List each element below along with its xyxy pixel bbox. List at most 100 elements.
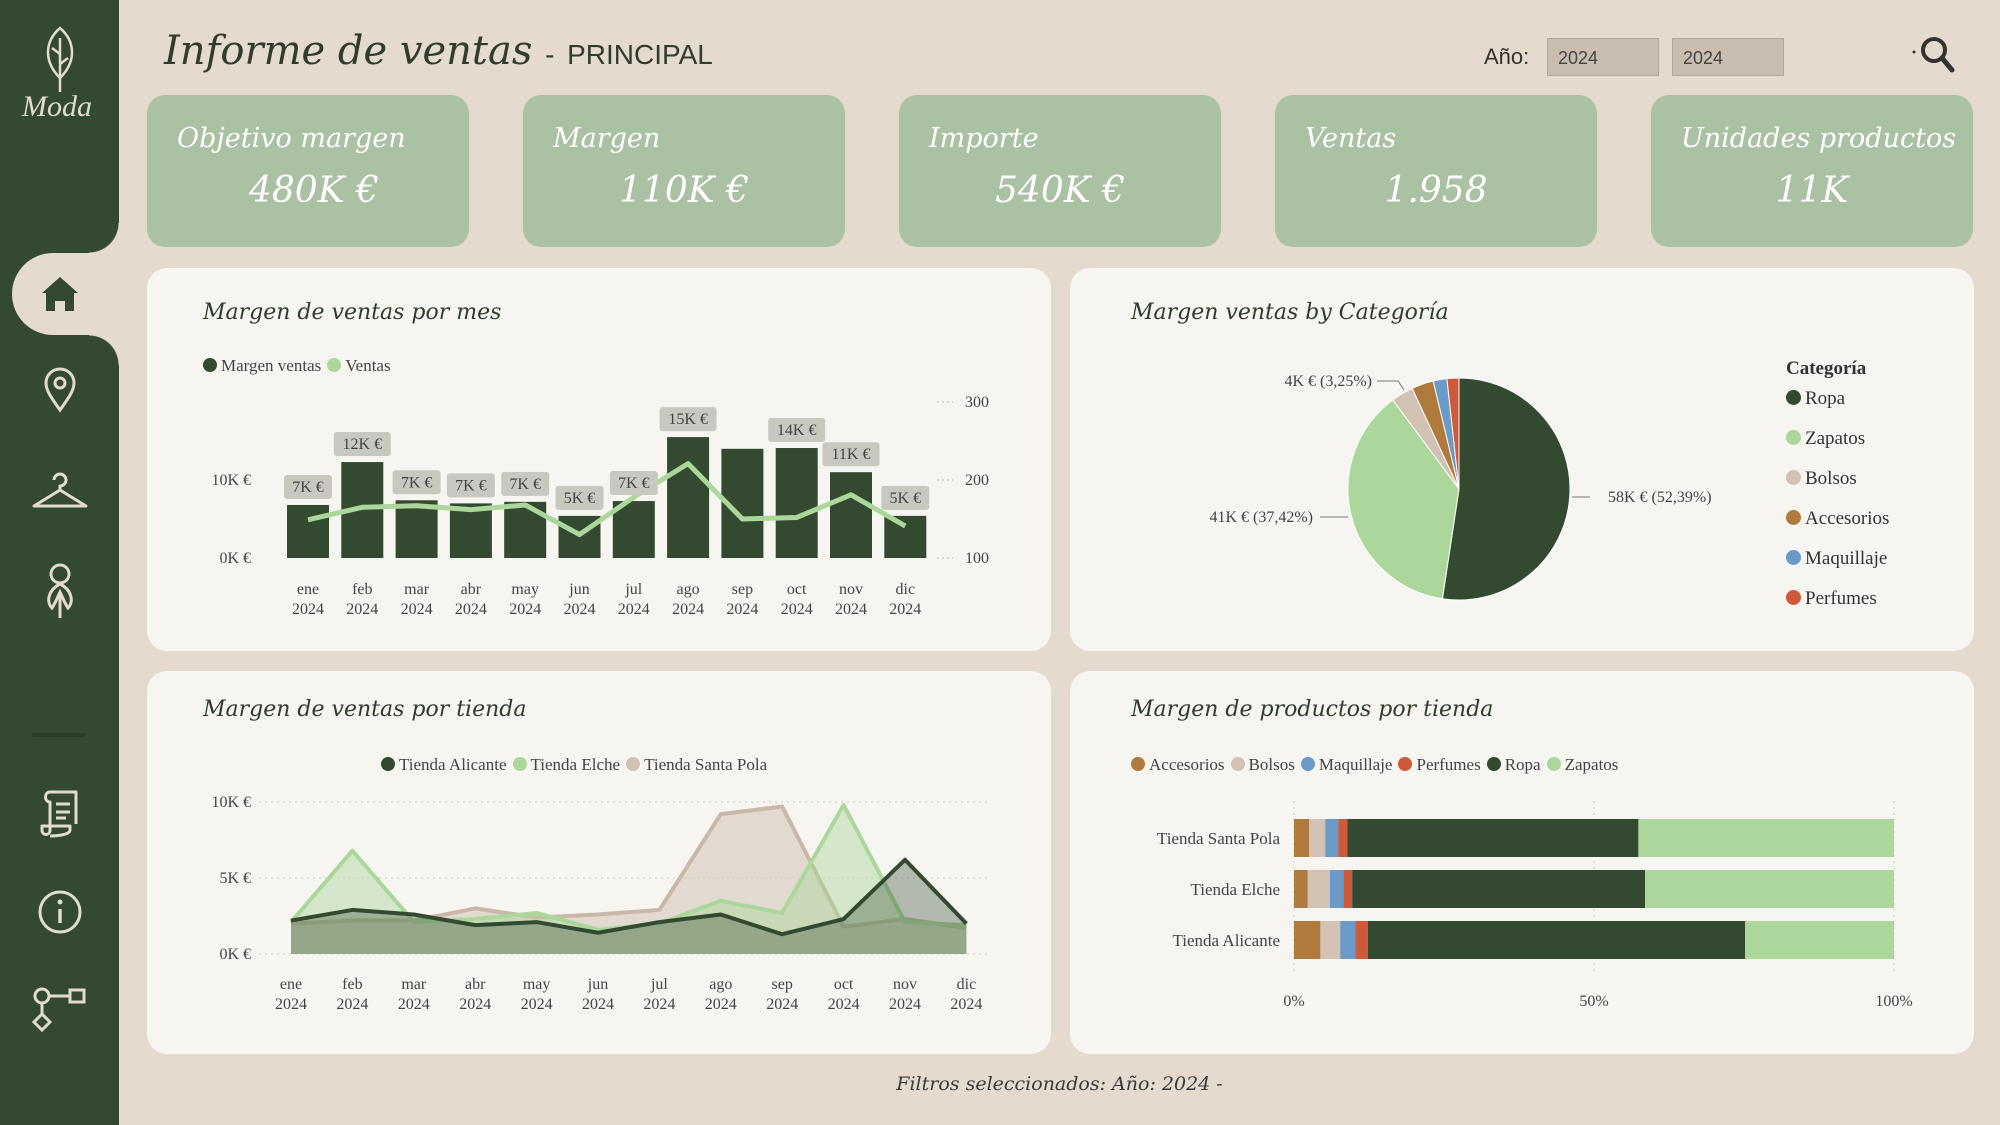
- legend-label: Ventas: [345, 356, 391, 375]
- nav-customers[interactable]: [28, 560, 92, 624]
- nav-model[interactable]: [28, 976, 92, 1040]
- nav-info[interactable]: [28, 880, 92, 944]
- legend-item-ropa[interactable]: Ropa: [1486, 755, 1541, 775]
- x-tick-label: jul: [650, 976, 668, 993]
- x-tick-label: 50%: [1579, 993, 1608, 1010]
- legend-item-maquillaje[interactable]: Maquillaje: [1300, 755, 1393, 775]
- x-tick-label: 2024: [672, 601, 704, 618]
- panel-title: Margen de ventas por mes: [203, 300, 502, 325]
- legend-item-bolsos[interactable]: Bolsos: [1230, 755, 1295, 775]
- logo-text: Moda: [21, 90, 92, 123]
- legend-item-ropa[interactable]: Ropa: [1786, 388, 1889, 428]
- nav-home[interactable]: [28, 262, 92, 326]
- x-tick-label: 2024: [766, 996, 798, 1013]
- chart-category-pie: 58K € (52,39%) 41K € (37,42%) 4K € (3,25%): [1209, 373, 1712, 601]
- x-tick-label: oct: [834, 976, 854, 993]
- sidebar-divider: [32, 733, 86, 737]
- data-label-bg: [501, 471, 550, 496]
- x-tick-label: sep: [732, 581, 753, 598]
- area-series: [291, 805, 967, 954]
- legend-item-perfumes[interactable]: Perfumes: [1786, 588, 1889, 628]
- legend-item-zapatos[interactable]: Zapatos: [1546, 755, 1618, 775]
- year-from-input[interactable]: 2024: [1547, 38, 1659, 76]
- pie-slice: [1441, 377, 1571, 601]
- data-label: 14K €: [777, 422, 817, 439]
- search-button[interactable]: [1906, 30, 1956, 80]
- kpi-label: Objetivo margen: [177, 123, 406, 154]
- bar: [449, 503, 492, 558]
- x-tick-label: 2024: [889, 601, 921, 618]
- data-label: 41K € (37,42%): [1209, 509, 1313, 526]
- x-tick-label: 2024: [455, 601, 487, 618]
- x-tick-label: oct: [787, 581, 807, 598]
- legend-item-elche[interactable]: Tienda Elche: [512, 755, 621, 775]
- y-tick-label: 0K €: [219, 550, 251, 567]
- legend-item-maquillaje[interactable]: Maquillaje: [1786, 548, 1889, 588]
- legend-label: Tienda Elche: [530, 755, 621, 774]
- legend-item-margen[interactable]: Margen ventas: [203, 356, 321, 376]
- legend-item-santa-pola[interactable]: Tienda Santa Pola: [626, 755, 767, 775]
- location-pin-icon: [44, 367, 76, 413]
- kpi-card-unidades-productos: Unidades productos 11K: [1651, 95, 1973, 247]
- bar: [884, 515, 927, 558]
- legend-item-accesorios[interactable]: Accesorios: [1131, 755, 1225, 775]
- stacked-bar-segment: [1745, 921, 1894, 959]
- x-tick-label: ago: [677, 581, 700, 598]
- data-label: 7K €: [509, 476, 541, 493]
- nav-location[interactable]: [28, 358, 92, 422]
- stacked-bar-segment: [1343, 870, 1353, 908]
- legend-item-accesorios[interactable]: Accesorios: [1786, 508, 1889, 548]
- x-tick-label: mar: [401, 976, 427, 993]
- x-tick-label: 2024: [781, 601, 813, 618]
- legend-item-bolsos[interactable]: Bolsos: [1786, 468, 1889, 508]
- x-tick-label: 2024: [828, 996, 860, 1013]
- flow-diagram-icon: [31, 987, 86, 1032]
- data-label-bg: [284, 474, 332, 499]
- data-label: 11K €: [832, 446, 871, 463]
- x-tick-label: 2024: [835, 601, 867, 618]
- data-label: 58K € (52,39%): [1608, 489, 1712, 506]
- stacked-bar-segment: [1638, 819, 1894, 857]
- home-icon: [42, 277, 78, 311]
- selected-filters-footer: Filtros seleccionados: Año: 2024 -: [896, 1073, 1223, 1095]
- x-tick-label: 0%: [1283, 993, 1304, 1010]
- page-subtitle: PRINCIPAL: [567, 39, 713, 70]
- legend-item-perfumes[interactable]: Perfumes: [1398, 755, 1481, 775]
- x-tick-label: feb: [352, 581, 372, 598]
- legend-label: Accesorios: [1805, 508, 1890, 529]
- legend-item-alicante[interactable]: Tienda Alicante: [381, 755, 507, 775]
- kpi-value: 110K €: [619, 170, 749, 211]
- nav-products[interactable]: [28, 458, 92, 522]
- legend-label: Maquillaje: [1318, 755, 1393, 774]
- x-tick-label: may: [511, 581, 539, 598]
- chart-legend: Tienda Alicante Tienda Elche Tienda Santa …: [381, 755, 773, 775]
- category-legend: Categoría Ropa Zapatos Bolsos Accesorios…: [1786, 358, 1889, 628]
- x-tick-label: ene: [297, 581, 319, 598]
- kpi-card-objetivo-margen: Objetivo margen 480K €: [147, 95, 469, 247]
- data-label: 7K €: [292, 479, 324, 496]
- nav-report[interactable]: [28, 780, 92, 844]
- x-tick-label: jun: [587, 976, 608, 993]
- legend-item-ventas[interactable]: Ventas: [327, 356, 391, 376]
- data-label: 7K €: [401, 474, 433, 491]
- stacked-bar-segment: [1338, 819, 1348, 857]
- sidebar: Moda: [0, 0, 119, 1125]
- bar: [395, 500, 438, 558]
- x-tick-label: may: [523, 976, 551, 993]
- page-title-text: Informe de ventas: [164, 28, 533, 74]
- data-label-bg: [881, 485, 930, 510]
- stacked-bar-segment: [1367, 921, 1746, 959]
- stacked-bar-segment: [1294, 870, 1308, 908]
- y-tick-label: 0K €: [219, 946, 251, 963]
- legend-item-zapatos[interactable]: Zapatos: [1786, 428, 1889, 468]
- stacked-bar-segment: [1294, 921, 1321, 959]
- panel-productos-por-tienda: Margen de productos por tienda Accesorio…: [1070, 671, 1974, 1054]
- x-tick-label: 2024: [509, 601, 541, 618]
- legend-label: Tienda Santa Pola: [644, 755, 768, 774]
- x-tick-label: 2024: [705, 996, 737, 1013]
- kpi-value: 480K €: [249, 170, 379, 211]
- legend-label: Maquillaje: [1805, 548, 1888, 569]
- legend-label: Ropa: [1504, 755, 1541, 774]
- x-tick-label: 2024: [292, 601, 324, 618]
- year-to-input[interactable]: 2024: [1672, 38, 1784, 76]
